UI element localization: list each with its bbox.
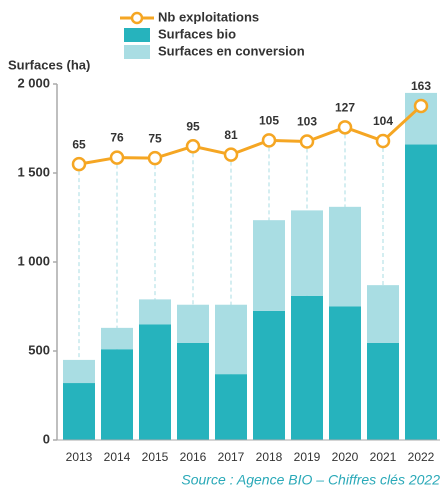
line-point — [413, 98, 429, 114]
x-tick-label: 2016 — [180, 450, 207, 464]
y-axis-label: Surfaces (ha) — [8, 57, 90, 72]
data-label: 127 — [335, 100, 355, 114]
bar — [215, 374, 247, 440]
x-tick-label: 2015 — [142, 450, 169, 464]
bar — [329, 206, 361, 307]
bar — [177, 342, 209, 440]
line-point — [109, 150, 125, 165]
legend-label: Nb exploitations — [158, 9, 259, 24]
line-point — [185, 139, 201, 154]
legend-swatch — [124, 45, 150, 59]
bar — [367, 285, 399, 343]
bar — [253, 310, 285, 440]
x-tick-label: 2021 — [370, 450, 397, 464]
x-tick-label: 2019 — [294, 450, 321, 464]
line-point — [337, 120, 353, 135]
bar — [215, 304, 247, 375]
legend-label: Surfaces en conversion — [158, 43, 305, 58]
bar — [367, 342, 399, 440]
line-point — [375, 133, 391, 149]
y-tick-label: 1 500 — [17, 164, 50, 179]
bar — [101, 327, 133, 350]
x-tick-label: 2018 — [256, 450, 283, 464]
bar — [177, 304, 209, 343]
line-point — [71, 156, 87, 172]
data-label: 75 — [148, 131, 162, 145]
bar — [139, 299, 171, 325]
data-label: 103 — [297, 115, 317, 129]
x-tick-label: 2013 — [66, 450, 93, 464]
line-point — [299, 134, 315, 149]
data-label: 104 — [373, 114, 393, 128]
x-tick-label: 2022 — [408, 450, 435, 464]
bar — [253, 220, 285, 311]
legend-marker — [130, 11, 144, 25]
x-tick-label: 2017 — [218, 450, 245, 464]
bar — [101, 349, 133, 440]
y-tick-label: 0 — [43, 431, 50, 446]
x-tick-label: 2014 — [104, 450, 131, 464]
data-label: 76 — [110, 131, 124, 145]
bar — [291, 210, 323, 296]
x-tick-label: 2020 — [332, 450, 359, 464]
legend-label: Surfaces bio — [158, 26, 236, 41]
y-tick-label: 2 000 — [17, 75, 50, 90]
bar — [405, 144, 437, 440]
bar — [63, 359, 95, 384]
line-point — [261, 133, 277, 148]
y-tick-label: 1 000 — [17, 253, 50, 268]
bar — [329, 306, 361, 440]
data-label: 163 — [411, 79, 431, 93]
line-point — [223, 147, 239, 162]
y-tick-label: 500 — [28, 342, 50, 357]
data-label: 65 — [72, 137, 86, 151]
data-label: 95 — [186, 119, 200, 133]
data-label: 81 — [224, 128, 238, 142]
data-label: 105 — [259, 114, 279, 128]
bar — [63, 383, 95, 440]
bar — [291, 295, 323, 440]
source: Source : Agence BIO – Chiffres clés 2022 — [181, 472, 440, 488]
bar — [139, 324, 171, 440]
line-point — [147, 150, 163, 166]
legend-swatch — [124, 28, 150, 42]
line — [78, 104, 423, 166]
